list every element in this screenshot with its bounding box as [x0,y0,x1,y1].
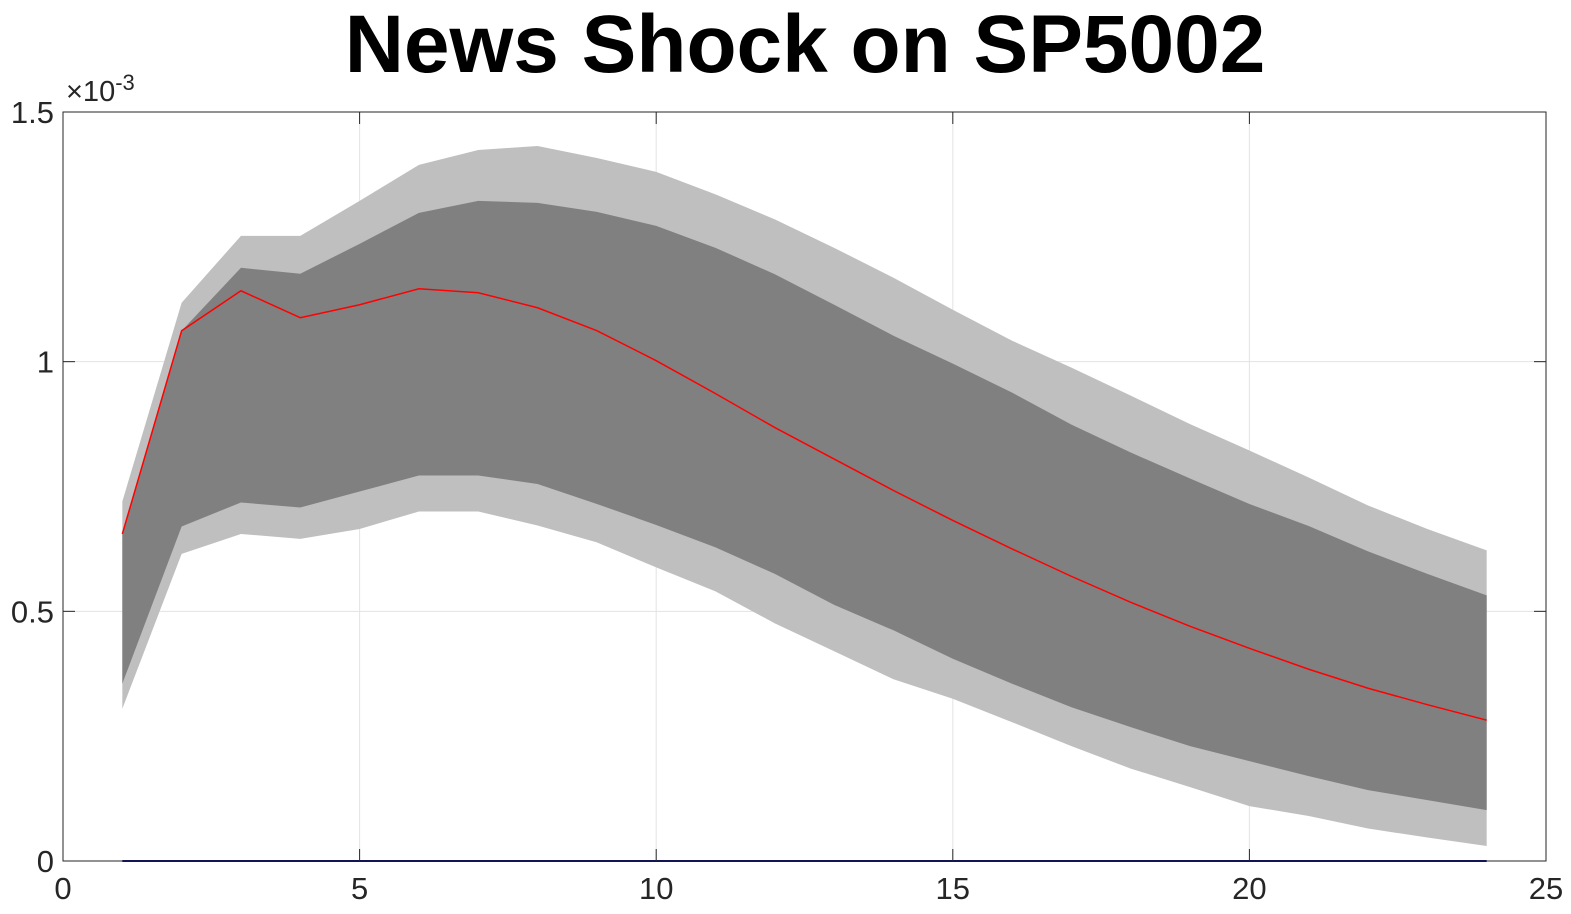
y-tick-label-2: 1 [37,345,54,380]
y-tick-label-3: 1.5 [11,95,54,130]
inner-confidence-band [122,200,1487,811]
median-response-line [121,288,1487,721]
chart-title: News Shock on SP5002 [345,0,1266,90]
y-exponent-base: ×10 [66,76,115,108]
x-tick-label-2: 10 [639,871,673,906]
y-tick-label-0: 0 [37,844,54,879]
x-tick-label-1: 5 [351,871,368,906]
axes [62,111,1547,862]
y-tick-label-1: 0.5 [11,594,54,629]
tick-labels: 0 5 10 15 20 25 0 0.5 1 1.5 [11,95,1563,906]
plot-box [62,111,1547,862]
y-exponent-power: -3 [115,70,135,95]
x-tick-label-3: 15 [936,871,970,906]
confidence-bands [122,145,1487,847]
y-exponent-label: ×10-3 [66,70,135,108]
x-tick-label-0: 0 [54,871,71,906]
x-tick-label-4: 20 [1232,871,1266,906]
x-tick-label-5: 25 [1529,871,1563,906]
